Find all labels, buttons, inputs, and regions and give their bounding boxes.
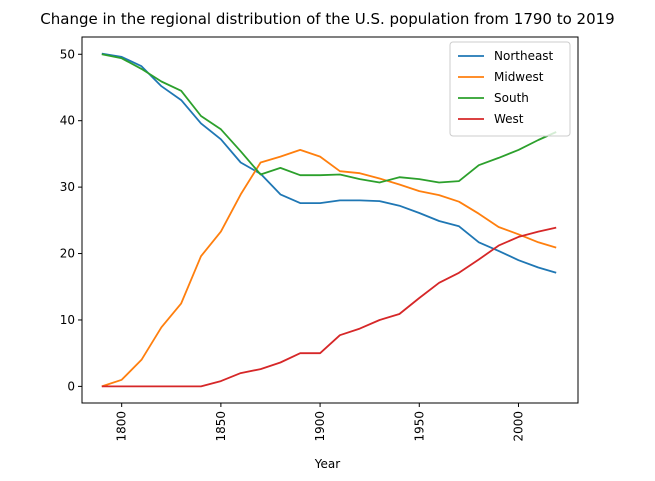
y-tick-label: 30 (60, 180, 75, 194)
legend-label: South (494, 91, 529, 105)
series-line-midwest (101, 148, 557, 388)
x-tick-label: 2000 (511, 411, 525, 442)
y-tick-label: 10 (60, 313, 75, 327)
x-tick-label: 1900 (313, 411, 327, 442)
legend-label: Northeast (494, 49, 554, 63)
series-lines (101, 52, 557, 388)
legend-box (449, 41, 571, 137)
y-tick-label: 40 (60, 114, 75, 128)
x-axis-ticks: 1800 1850 1900 1950 2000 (115, 403, 525, 442)
x-tick-label: 1850 (214, 411, 228, 442)
y-tick-label: 50 (60, 47, 75, 61)
legend-label: Midwest (494, 70, 544, 84)
y-tick-label: 0 (67, 379, 75, 393)
legend-label: West (494, 112, 524, 126)
series-line-northeast (101, 52, 557, 274)
plot-frame (81, 36, 579, 404)
x-axis-label: Year (314, 457, 340, 471)
x-tick-label: 1950 (412, 411, 426, 442)
legend: Northeast Midwest South West (449, 41, 571, 137)
series-line-south (101, 53, 557, 184)
x-tick-label: 1800 (115, 411, 129, 442)
y-axis-ticks: 0 10 20 30 40 50 (60, 47, 82, 393)
series-line-west (101, 226, 557, 388)
chart-title: Change in the regional distribution of t… (40, 10, 614, 28)
y-tick-label: 20 (60, 247, 75, 261)
